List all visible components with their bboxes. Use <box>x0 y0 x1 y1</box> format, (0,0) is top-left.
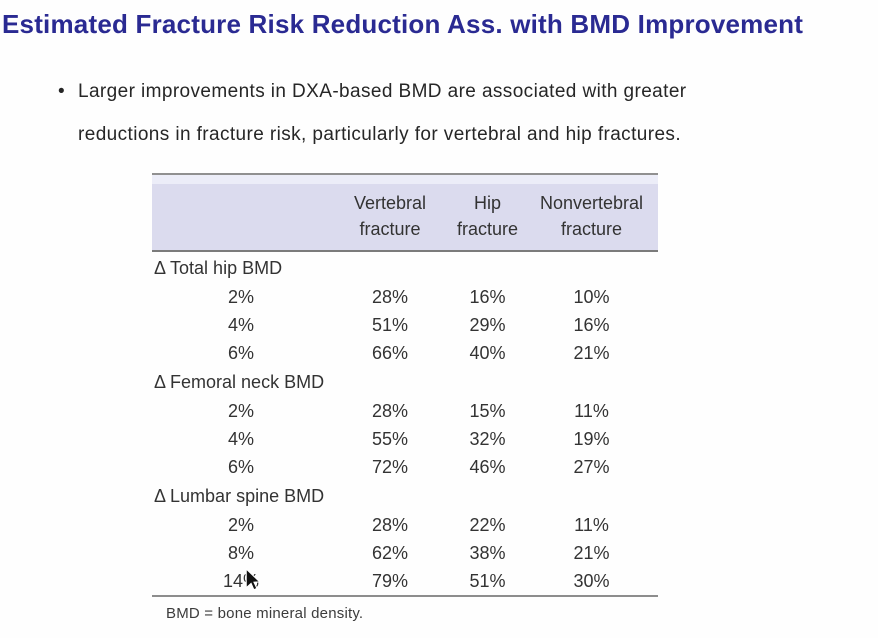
col-header-hip: Hip fracture <box>450 175 525 250</box>
bmd-change-cell: 14% <box>222 570 260 591</box>
vertebral-cell: 28% <box>371 514 409 535</box>
col-header-line: fracture <box>456 219 519 239</box>
vertebral-cell: 79% <box>371 570 409 591</box>
vertebral-cell: 66% <box>371 342 409 363</box>
col-header-line: fracture <box>359 219 421 239</box>
bmd-change-cell: 8% <box>227 542 254 563</box>
nonvertebral-cell: 30% <box>573 570 610 591</box>
hip-cell: 15% <box>469 400 506 421</box>
hip-cell: 46% <box>469 456 506 477</box>
col-header-line: Nonvertebral <box>539 193 644 213</box>
bmd-change-cell: 2% <box>227 400 254 421</box>
col-header-line: fracture <box>560 219 623 239</box>
table-row: 2% 28% 16% 10% <box>152 283 658 311</box>
table-header-row: Vertebral fracture Hip fracture Nonverte… <box>152 173 658 252</box>
hip-cell: 51% <box>469 570 506 591</box>
nonvertebral-cell: 10% <box>573 286 610 307</box>
vertebral-cell: 51% <box>371 314 409 335</box>
bmd-change-cell: 4% <box>227 428 254 449</box>
table-row: 2% 28% 22% 11% <box>152 511 658 539</box>
group-label: Δ Lumbar spine BMD <box>154 485 325 506</box>
hip-cell: 22% <box>469 514 506 535</box>
hip-cell: 38% <box>469 542 506 563</box>
bmd-change-cell: 4% <box>227 314 254 335</box>
bmd-change-cell: 2% <box>227 514 254 535</box>
nonvertebral-cell: 27% <box>573 456 610 477</box>
nonvertebral-cell: 21% <box>573 342 610 363</box>
nonvertebral-cell: 16% <box>573 314 610 335</box>
group-label: Δ Total hip BMD <box>154 257 283 278</box>
table-row: 2% 28% 15% 11% <box>152 397 658 425</box>
table-row: 4% 55% 32% 19% <box>152 425 658 453</box>
table-group-row-femoral-neck: Δ Femoral neck BMD <box>152 367 658 397</box>
nonvertebral-cell: 11% <box>574 514 609 535</box>
table-footnote: BMD = bone mineral density. <box>166 605 364 622</box>
bullet-marker: • <box>58 81 65 102</box>
nonvertebral-cell: 21% <box>573 542 610 563</box>
bullet-text-line-1: Larger improvements in DXA-based BMD are… <box>78 81 687 102</box>
col-header-line: Hip <box>473 193 501 213</box>
vertebral-cell: 28% <box>371 286 409 307</box>
bullet-text: Larger improvements in DXA-based BMD are… <box>78 70 687 156</box>
corner-cell <box>152 175 330 250</box>
vertebral-cell: 55% <box>371 428 409 449</box>
fracture-risk-table: Vertebral fracture Hip fracture Nonverte… <box>152 173 658 597</box>
bmd-change-cell: 2% <box>227 286 254 307</box>
mouse-cursor-icon <box>245 568 262 591</box>
nonvertebral-cell: 11% <box>574 400 609 421</box>
table-group-row-lumbar-spine: Δ Lumbar spine BMD <box>152 481 658 511</box>
table-row: 6% 66% 40% 21% <box>152 339 658 367</box>
col-header-vertebral: Vertebral fracture <box>330 175 450 250</box>
col-header-nonvertebral: Nonvertebral fracture <box>525 175 658 250</box>
bullet-item: • Larger improvements in DXA-based BMD a… <box>58 70 758 156</box>
table-row: 6% 72% 46% 27% <box>152 453 658 481</box>
hip-cell: 32% <box>469 428 506 449</box>
vertebral-cell: 62% <box>371 542 409 563</box>
bullet-text-line-2: reductions in fracture risk, particularl… <box>78 124 682 145</box>
table-row: 4% 51% 29% 16% <box>152 311 658 339</box>
col-header-line: Vertebral <box>353 193 427 213</box>
table-row: 8% 62% 38% 21% <box>152 539 658 567</box>
table-row: 14% 79% 51% 30% <box>152 567 658 595</box>
table-body: Δ Total hip BMD 2% 28% 16% 10% 4% 51% 29… <box>152 252 658 597</box>
bmd-change-cell: 6% <box>227 456 254 477</box>
group-label: Δ Femoral neck BMD <box>154 371 325 392</box>
vertebral-cell: 72% <box>371 456 409 477</box>
hip-cell: 40% <box>469 342 506 363</box>
table-group-row-total-hip: Δ Total hip BMD <box>152 253 658 283</box>
hip-cell: 16% <box>469 286 506 307</box>
page-title: Estimated Fracture Risk Reduction Ass. w… <box>2 9 804 39</box>
bmd-change-cell: 6% <box>227 342 254 363</box>
nonvertebral-cell: 19% <box>573 428 610 449</box>
hip-cell: 29% <box>469 314 506 335</box>
vertebral-cell: 28% <box>371 400 409 421</box>
